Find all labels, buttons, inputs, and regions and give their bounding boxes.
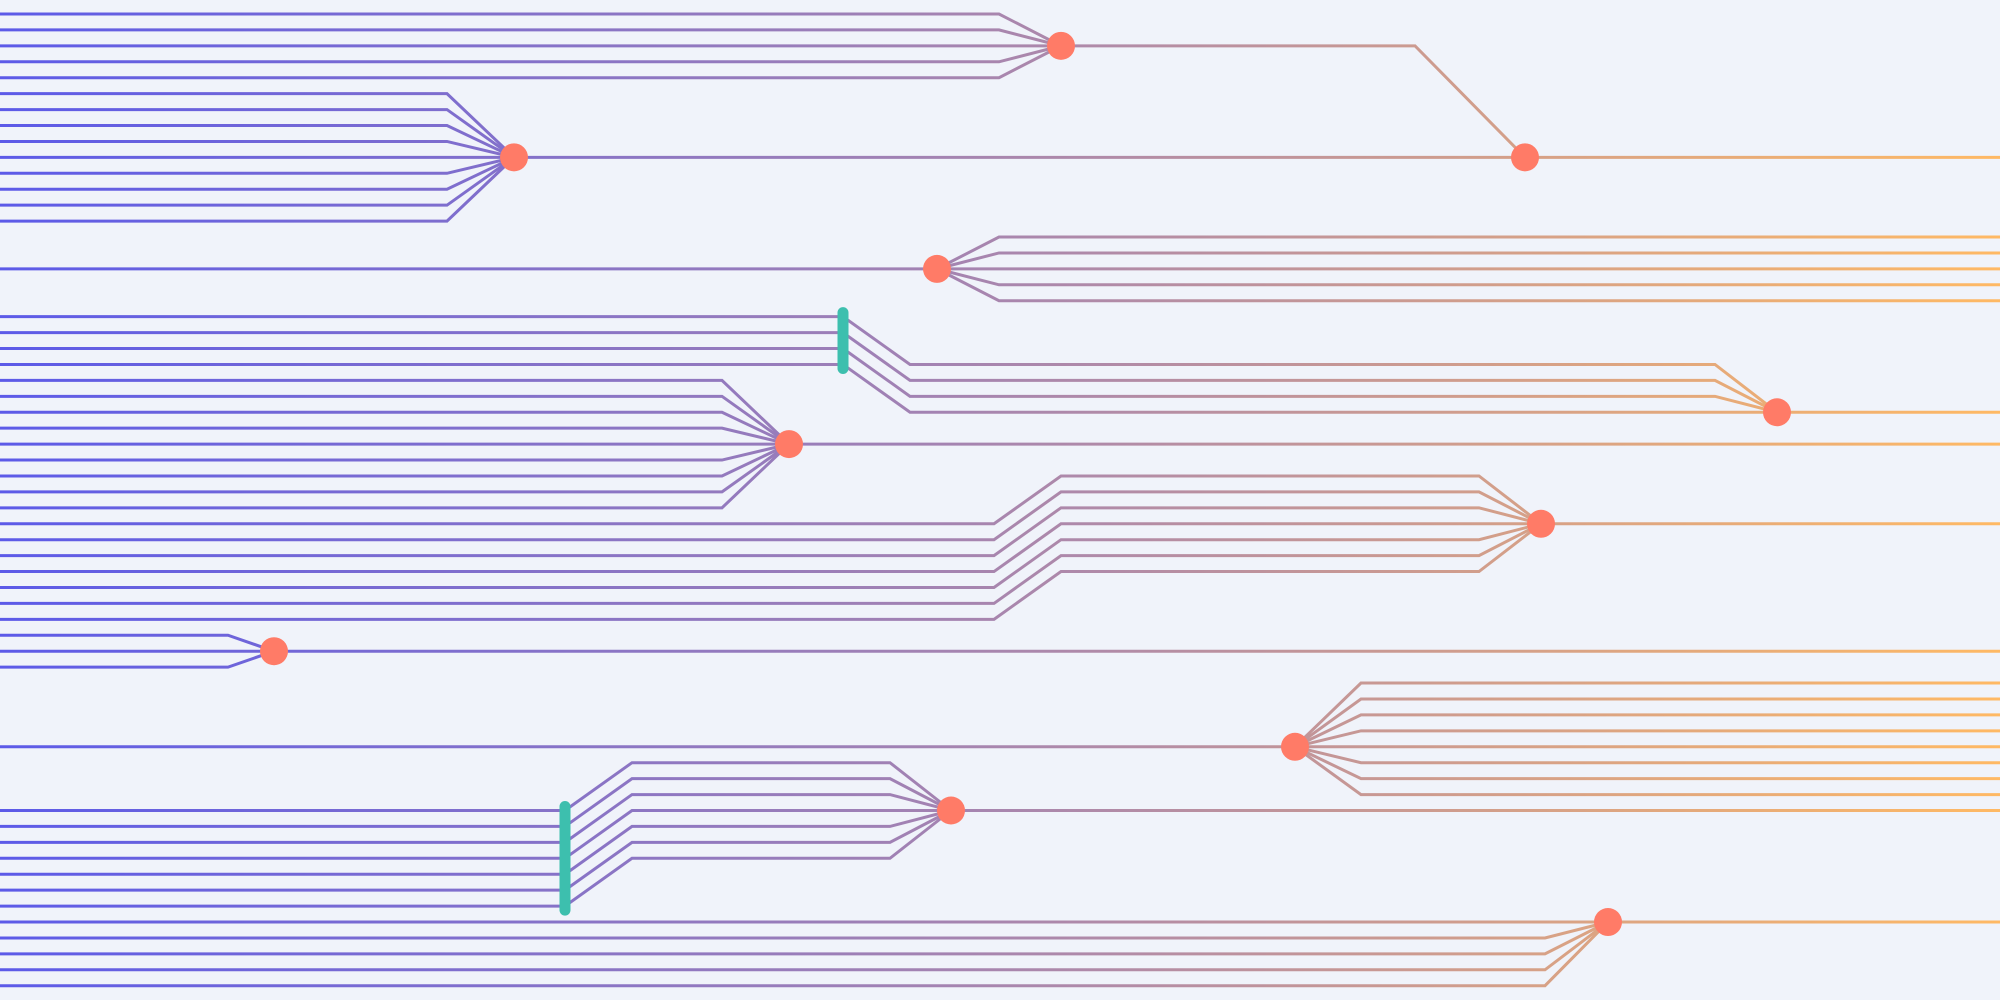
input-line (0, 442, 790, 478)
output-line (1294, 697, 2000, 748)
output-line (1294, 729, 2000, 749)
output-line (1294, 745, 2000, 765)
rerouted-line (0, 793, 952, 844)
input-line (0, 12, 1062, 48)
input-line (0, 920, 1609, 972)
merge-node (1527, 509, 1555, 538)
input-line (0, 139, 515, 159)
rerouted-line (0, 777, 952, 828)
merge-node (1594, 908, 1622, 937)
output-line (936, 267, 2000, 303)
rerouted-line (0, 490, 1542, 542)
rerouted-line (0, 761, 952, 812)
input-line (0, 108, 515, 159)
output-line (1294, 745, 2000, 781)
merge-node (1047, 31, 1075, 60)
output-line (936, 267, 2000, 287)
output-line (936, 235, 2000, 271)
input-line (0, 44, 1062, 80)
merge-node (500, 143, 528, 172)
input-line (0, 156, 515, 207)
input-line (0, 442, 790, 494)
input-line (0, 155, 515, 175)
input-line (0, 156, 516, 223)
input-line (0, 28, 1062, 48)
input-line (0, 443, 791, 510)
input-line (0, 394, 790, 446)
rerouted-line (0, 315, 1778, 414)
input-line (0, 410, 790, 446)
output-line (1294, 713, 2000, 749)
junction-bars (559, 307, 849, 916)
link-line (1061, 44, 1527, 159)
output-line (1293, 681, 2000, 748)
input-line (0, 44, 1062, 64)
rerouted-line (0, 809, 952, 892)
input-line (0, 156, 515, 191)
input-line (0, 92, 516, 159)
input-line (0, 124, 515, 159)
merge-node (260, 637, 288, 666)
output-line (936, 251, 2000, 271)
rerouted-line (0, 522, 1541, 574)
input-line (0, 649, 275, 669)
rerouted-line (0, 522, 1542, 621)
merge-node (923, 254, 951, 283)
input-line (0, 920, 1610, 988)
input-line (0, 426, 790, 446)
input-line (0, 378, 791, 446)
rerouted-line (0, 809, 951, 860)
rerouted-line (0, 809, 952, 876)
merge-node (1763, 398, 1791, 427)
merge-nodes (260, 31, 1791, 937)
rerouted-line (0, 522, 1542, 605)
flow-lines (0, 12, 2000, 988)
merge-node (1281, 732, 1309, 761)
input-line (0, 920, 1609, 940)
merge-node (1511, 143, 1539, 172)
rerouted-line (0, 506, 1542, 558)
merge-node (775, 430, 803, 459)
input-line (0, 633, 275, 653)
rerouted-line (0, 522, 1542, 589)
rerouted-line (0, 347, 1778, 414)
rerouted-line (0, 809, 952, 908)
merge-node (937, 796, 965, 825)
rerouted-line (0, 474, 1542, 526)
input-line (0, 442, 790, 462)
rerouted-line (0, 331, 1778, 414)
output-line (1294, 745, 2000, 797)
rerouted-line (0, 362, 1777, 414)
input-line (0, 920, 1609, 956)
